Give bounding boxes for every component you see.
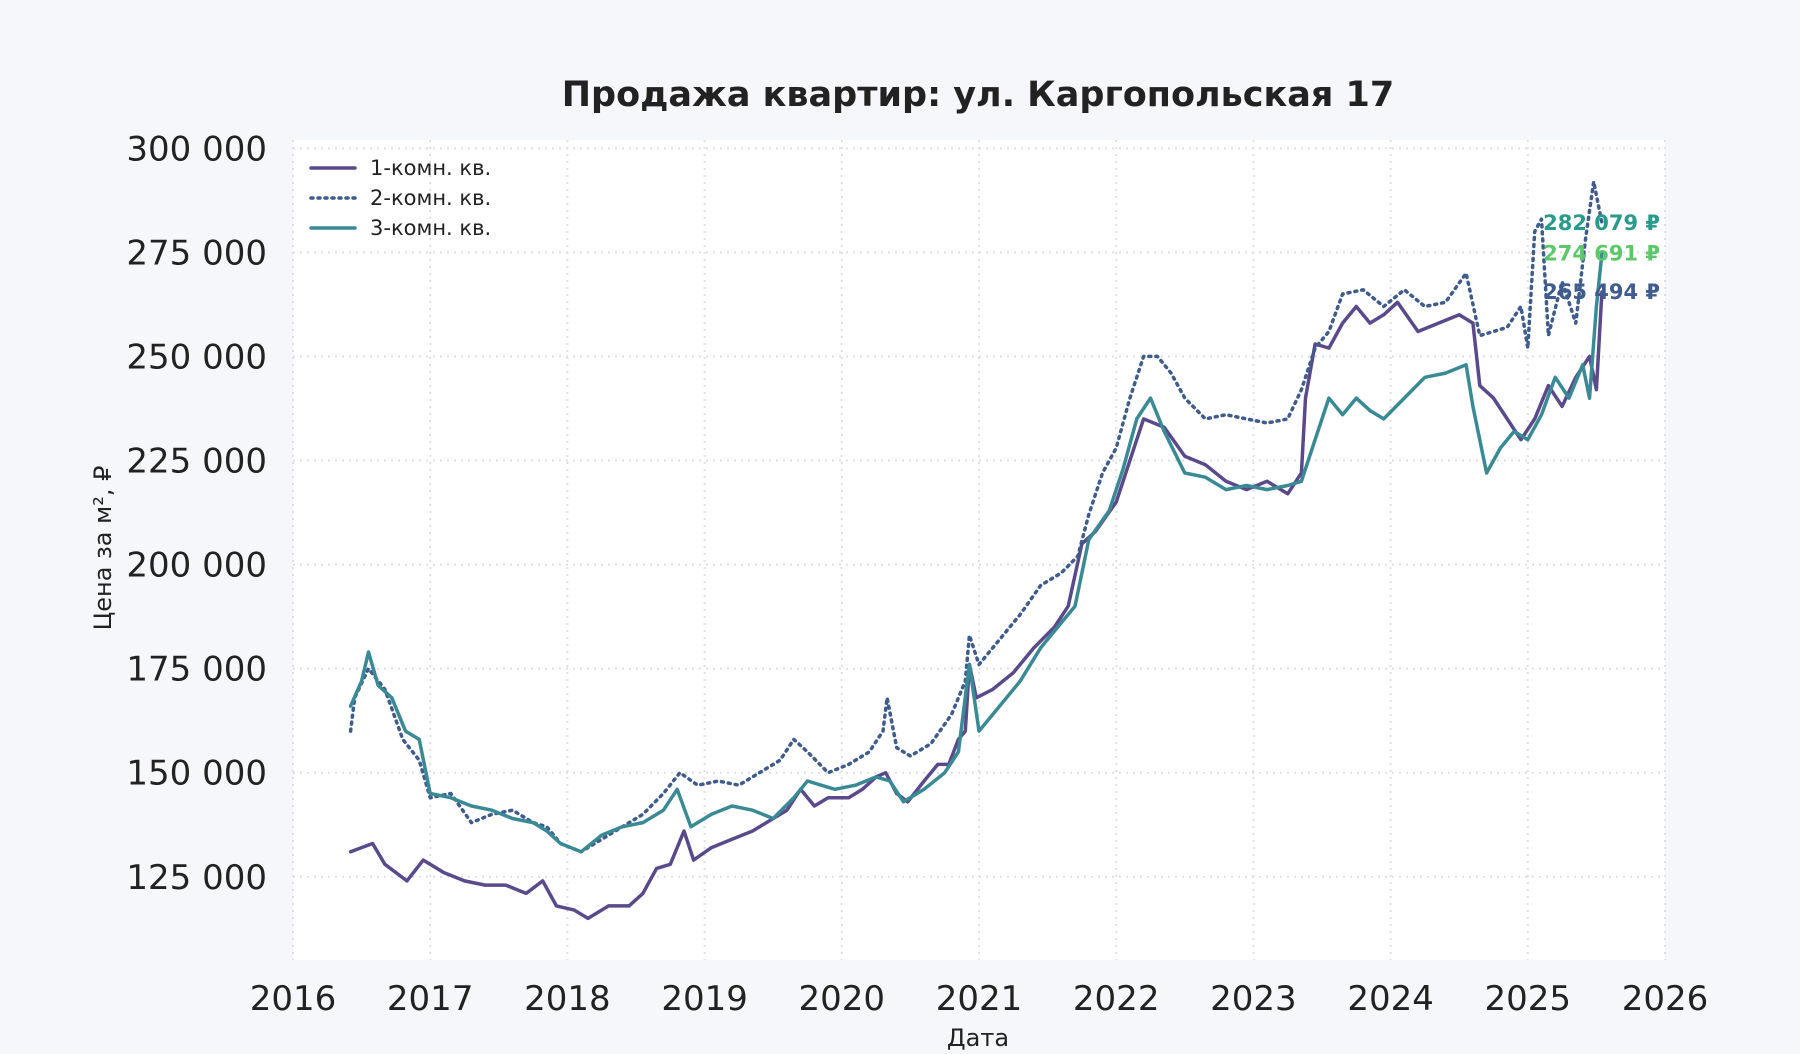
x-tick-label: 2023 <box>1210 979 1297 1019</box>
y-tick-label: 225 000 <box>126 442 267 482</box>
tick-labels: 2016 2017 2018 2019 2020 2021 2022 2023 2024 2025… <box>126 129 1708 1019</box>
series-layer <box>348 179 1604 921</box>
x-tick-label: 2017 <box>387 979 474 1019</box>
x-tick-label: 2022 <box>1073 979 1160 1019</box>
y-tick-label: 125 000 <box>126 858 267 898</box>
legend: 1-комн. кв. 2-комн. кв. 3-комн. кв. <box>309 156 491 240</box>
x-tick-label: 2016 <box>250 979 337 1019</box>
y-tick-label: 300 000 <box>126 129 267 169</box>
y-tick-label: 275 000 <box>126 233 267 273</box>
plot-area <box>293 140 1665 960</box>
legend-label: 3-комн. кв. <box>370 216 491 240</box>
end-value-label: 282 079 ₽ <box>1543 211 1660 235</box>
y-tick-label: 250 000 <box>126 337 267 377</box>
legend-label: 1-комн. кв. <box>370 156 491 180</box>
y-tick-label: 200 000 <box>126 546 267 586</box>
end-value-label: 265 494 ₽ <box>1543 280 1660 304</box>
x-tick-label: 2021 <box>936 979 1023 1019</box>
series-line <box>348 251 1604 854</box>
x-tick-label: 2026 <box>1622 979 1709 1019</box>
x-tick-label: 2024 <box>1347 979 1434 1019</box>
y-tick-label: 175 000 <box>126 650 267 690</box>
y-tick-label: 150 000 <box>126 754 267 794</box>
legend-label: 2-комн. кв. <box>370 186 491 210</box>
annotations: 282 079 ₽ 274 691 ₽ 265 494 ₽ <box>1543 211 1660 304</box>
grid <box>292 140 1666 960</box>
x-tick-label: 2019 <box>661 979 748 1019</box>
end-value-label: 274 691 ₽ <box>1543 242 1660 266</box>
x-axis-label: Дата <box>947 1024 1009 1050</box>
y-axis-label: Цена за м², ₽ <box>89 466 117 631</box>
chart-title: Продажа квартир: ул. Каргопольская 17 <box>562 75 1395 115</box>
x-tick-label: 2018 <box>524 979 611 1019</box>
x-tick-label: 2025 <box>1485 979 1572 1019</box>
x-tick-label: 2020 <box>799 979 886 1019</box>
